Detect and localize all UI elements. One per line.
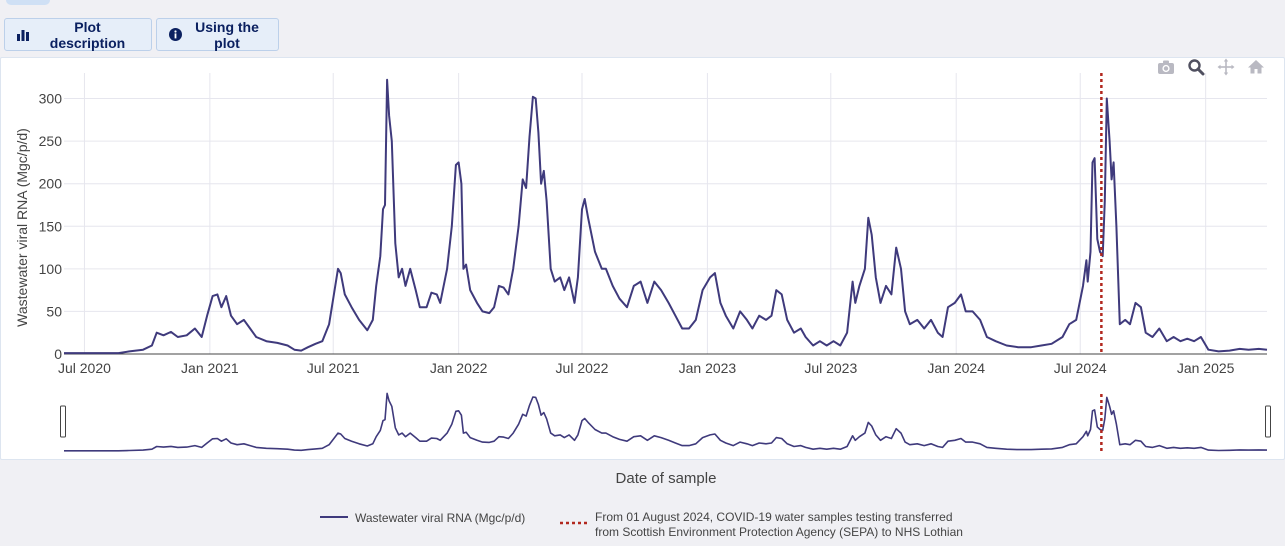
pan-icon[interactable] [1216, 58, 1236, 76]
plot-description-label: Plot description [49, 18, 126, 51]
series-line [64, 78, 1268, 355]
using-the-plot-button[interactable]: Using the plot [156, 18, 279, 51]
y-tick-label: 250 [39, 133, 63, 149]
y-tick-label: 100 [39, 261, 63, 277]
y-tick-label: 0 [54, 346, 62, 362]
legend-marker-label-line1: From 01 August 2024, COVID-19 water samp… [595, 510, 953, 524]
info-icon [169, 28, 182, 41]
rangeslider-right-handle[interactable] [1265, 405, 1271, 438]
plot-container [0, 57, 1285, 460]
y-tick-label: 150 [39, 218, 63, 234]
x-tick-label: Jul 2024 [1054, 360, 1107, 376]
x-tick-label: Jul 2021 [307, 360, 360, 376]
home-icon[interactable] [1246, 58, 1266, 76]
x-tick-label: Jan 2025 [1177, 360, 1235, 376]
x-axis-title: Date of sample [616, 470, 717, 487]
using-the-plot-label: Using the plot [195, 18, 259, 51]
x-tick-label: Jul 2023 [804, 360, 857, 376]
camera-icon[interactable] [1156, 58, 1176, 76]
top-tab-indicator [6, 0, 50, 5]
y-tick-label: 200 [39, 176, 63, 192]
rangeslider-series-line [64, 392, 1268, 452]
bar-chart-icon [17, 29, 30, 41]
x-tick-label: Jan 2023 [679, 360, 737, 376]
plot-modebar [1156, 58, 1266, 76]
x-tick-label: Jul 2020 [58, 360, 111, 376]
x-tick-label: Jul 2022 [556, 360, 609, 376]
x-tick-label: Jan 2021 [181, 360, 239, 376]
plot-description-button[interactable]: Plot description [4, 18, 152, 51]
zoom-icon[interactable] [1186, 58, 1206, 76]
y-tick-label: 300 [39, 91, 63, 107]
x-tick-label: Jan 2022 [430, 360, 488, 376]
rangeslider-left-handle[interactable] [60, 405, 66, 438]
y-axis-title: Wastewater viral RNA (Mgc/p/d) [14, 128, 30, 327]
x-tick-label: Jan 2024 [927, 360, 985, 376]
legend-marker-label-line2: from Scottish Environment Protection Age… [595, 525, 963, 539]
y-tick-label: 50 [46, 303, 62, 319]
legend-series-label: Wastewater viral RNA (Mgc/p/d) [355, 511, 525, 525]
